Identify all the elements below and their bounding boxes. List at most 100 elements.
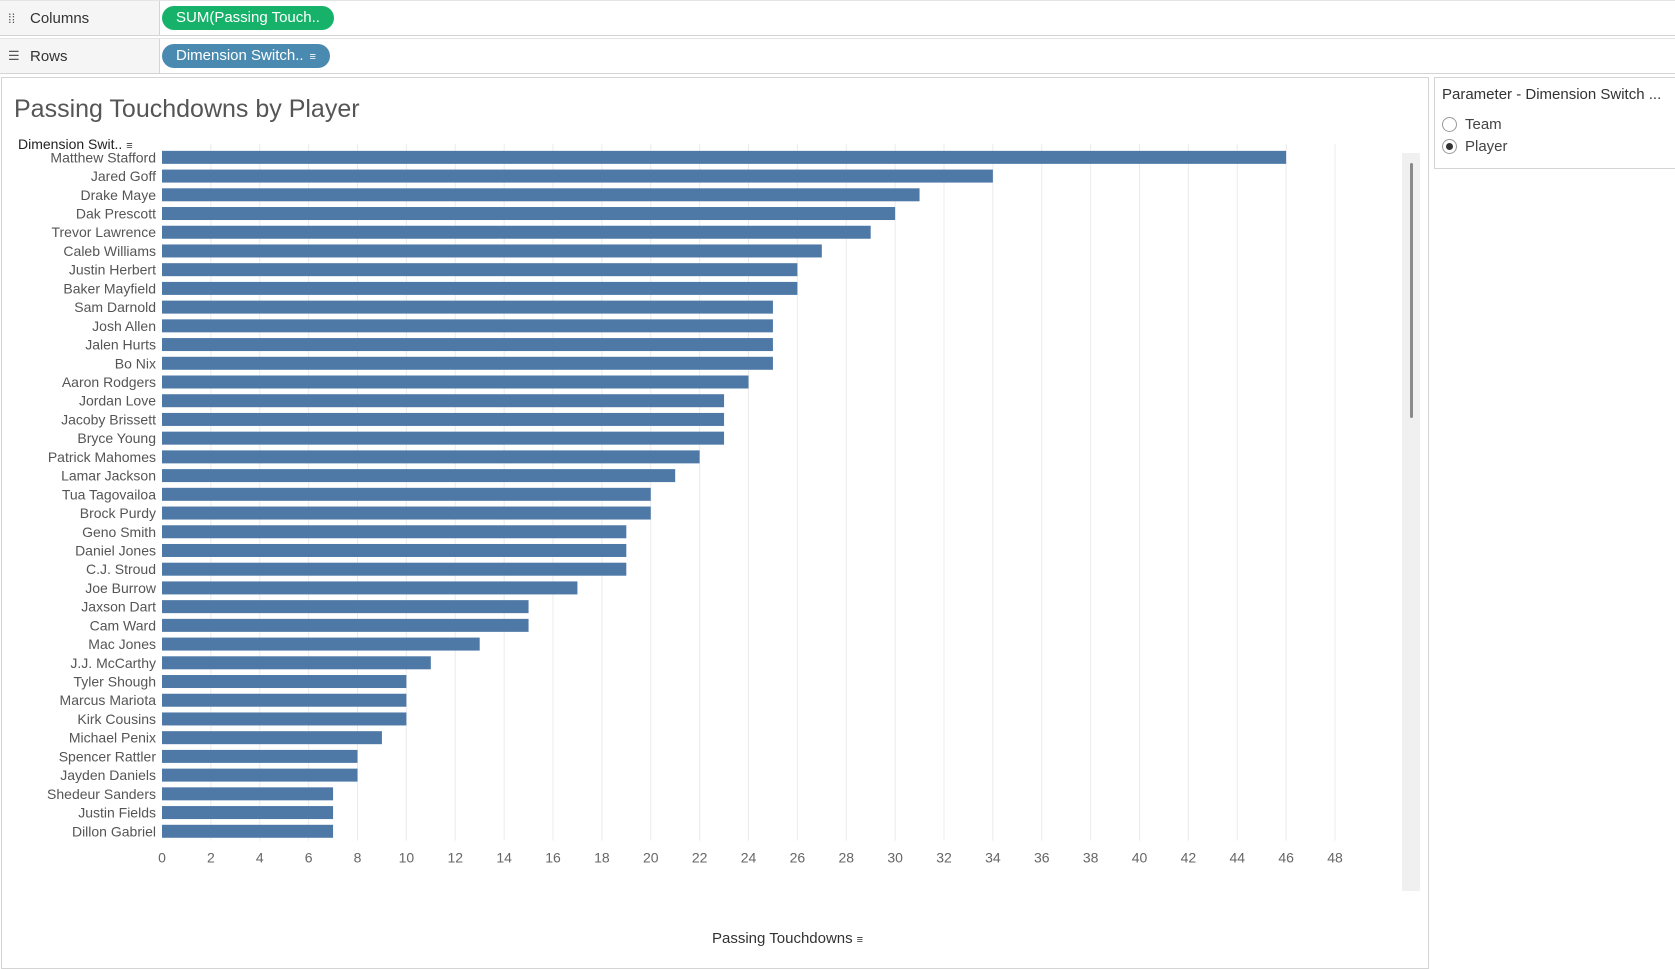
category-label[interactable]: Baker Mayfield [63, 280, 156, 296]
category-label[interactable]: Dillon Gabriel [72, 823, 156, 839]
category-label[interactable]: Patrick Mahomes [48, 449, 156, 465]
bar[interactable] [162, 469, 676, 483]
bar[interactable] [162, 319, 773, 333]
bar[interactable] [162, 768, 358, 782]
category-label[interactable]: Geno Smith [82, 524, 156, 540]
bar[interactable] [162, 338, 773, 352]
category-label[interactable]: Caleb Williams [63, 243, 156, 259]
bar[interactable] [162, 824, 334, 838]
vertical-scrollbar[interactable] [1402, 153, 1420, 891]
category-label[interactable]: Jared Goff [91, 168, 156, 184]
category-label[interactable]: Marcus Mariota [60, 692, 157, 708]
bar[interactable] [162, 281, 798, 295]
category-label[interactable]: Jayden Daniels [60, 767, 156, 783]
category-label[interactable]: Jacoby Brissett [61, 411, 156, 427]
category-label[interactable]: Shedeur Sanders [47, 786, 156, 802]
bar[interactable] [162, 600, 529, 614]
bar[interactable] [162, 300, 773, 314]
category-label[interactable]: Matthew Stafford [50, 149, 156, 165]
category-label[interactable]: Tua Tagovailoa [62, 486, 156, 502]
category-label[interactable]: Spencer Rattler [59, 748, 157, 764]
parameter-option-player[interactable]: Player [1442, 138, 1508, 155]
bar[interactable] [162, 263, 798, 277]
category-label[interactable]: Sam Darnold [74, 299, 156, 315]
bar[interactable] [162, 487, 651, 501]
category-label[interactable]: Dak Prescott [76, 206, 156, 222]
bar[interactable] [162, 450, 700, 464]
bar[interactable] [162, 543, 627, 557]
parameter-title: Parameter - Dimension Switch ... [1442, 86, 1662, 103]
bar[interactable] [162, 749, 358, 763]
bar[interactable] [162, 356, 773, 370]
parameter-option-team[interactable]: Team [1442, 116, 1502, 133]
bar[interactable] [162, 375, 749, 389]
bar[interactable] [162, 207, 896, 221]
bar[interactable] [162, 412, 725, 426]
category-label[interactable]: Daniel Jones [75, 542, 156, 558]
sort-icon: ≡ [309, 51, 316, 63]
category-label[interactable]: Michael Penix [69, 730, 156, 746]
category-label[interactable]: Brock Purdy [80, 505, 156, 521]
bar[interactable] [162, 525, 627, 539]
columns-shelf-label: ⁞⁞ Columns [0, 1, 160, 35]
category-label[interactable]: J.J. McCarthy [70, 655, 156, 671]
bar[interactable] [162, 562, 627, 576]
bar[interactable] [162, 244, 822, 258]
bar[interactable] [162, 169, 993, 183]
bar[interactable] [162, 656, 431, 670]
category-label[interactable]: Justin Fields [78, 805, 156, 821]
bar[interactable] [162, 506, 651, 520]
bar[interactable] [162, 150, 1287, 164]
bar[interactable] [162, 712, 407, 726]
category-label[interactable]: Jordan Love [79, 393, 156, 409]
category-label[interactable]: Jaxson Dart [81, 599, 156, 615]
bar[interactable] [162, 188, 920, 202]
x-tick-label: 42 [1181, 850, 1197, 866]
columns-drop-area[interactable]: SUM(Passing Touch.. [160, 1, 1675, 35]
bar[interactable] [162, 806, 334, 820]
rows-label: Rows [30, 47, 68, 65]
category-label[interactable]: Bryce Young [77, 430, 156, 446]
radio-team[interactable] [1442, 117, 1457, 132]
viz-title: Passing Touchdowns by Player [14, 95, 360, 123]
bar[interactable] [162, 675, 407, 689]
x-tick-label: 10 [399, 850, 415, 866]
bar[interactable] [162, 394, 725, 408]
bar[interactable] [162, 637, 480, 651]
bar[interactable] [162, 225, 871, 239]
bar[interactable] [162, 581, 578, 595]
columns-pill[interactable]: SUM(Passing Touch.. [162, 6, 334, 30]
rows-drop-area[interactable]: Dimension Switch.. ≡ [160, 39, 1675, 73]
dimension-header[interactable]: Dimension Swit.. ≡ [18, 136, 133, 152]
x-axis-title[interactable]: Passing Touchdowns ≡ [712, 930, 863, 947]
category-label[interactable]: C.J. Stroud [86, 561, 156, 577]
bar[interactable] [162, 618, 529, 632]
category-label[interactable]: Lamar Jackson [61, 468, 156, 484]
bar[interactable] [162, 787, 334, 801]
sort-icon[interactable]: ≡ [126, 140, 133, 152]
rows-pill[interactable]: Dimension Switch.. ≡ [162, 44, 330, 68]
category-label[interactable]: Josh Allen [92, 318, 156, 334]
category-label[interactable]: Trevor Lawrence [51, 224, 156, 240]
x-tick-label: 46 [1278, 850, 1294, 866]
bar[interactable] [162, 731, 382, 745]
category-label[interactable]: Jalen Hurts [85, 337, 156, 353]
sort-icon[interactable]: ≡ [856, 934, 864, 946]
parameter-option-label: Player [1465, 138, 1508, 155]
category-label[interactable]: Justin Herbert [69, 262, 156, 278]
category-label[interactable]: Mac Jones [88, 636, 156, 652]
category-label[interactable]: Tyler Shough [74, 674, 157, 690]
scrollbar-thumb[interactable] [1410, 163, 1413, 418]
columns-icon: ⁞⁞ [8, 10, 16, 26]
bar-chart: Matthew Stafford Jared Goff Drake Maye Dak … [47, 144, 1343, 866]
bar[interactable] [162, 431, 725, 445]
category-label[interactable]: Joe Burrow [85, 580, 157, 596]
category-label[interactable]: Aaron Rodgers [62, 374, 156, 390]
x-tick-label: 20 [643, 850, 659, 866]
category-label[interactable]: Kirk Cousins [77, 711, 156, 727]
category-label[interactable]: Cam Ward [90, 617, 156, 633]
bar[interactable] [162, 693, 407, 707]
radio-player[interactable] [1442, 139, 1457, 154]
category-label[interactable]: Drake Maye [81, 187, 157, 203]
category-label[interactable]: Bo Nix [115, 355, 156, 371]
